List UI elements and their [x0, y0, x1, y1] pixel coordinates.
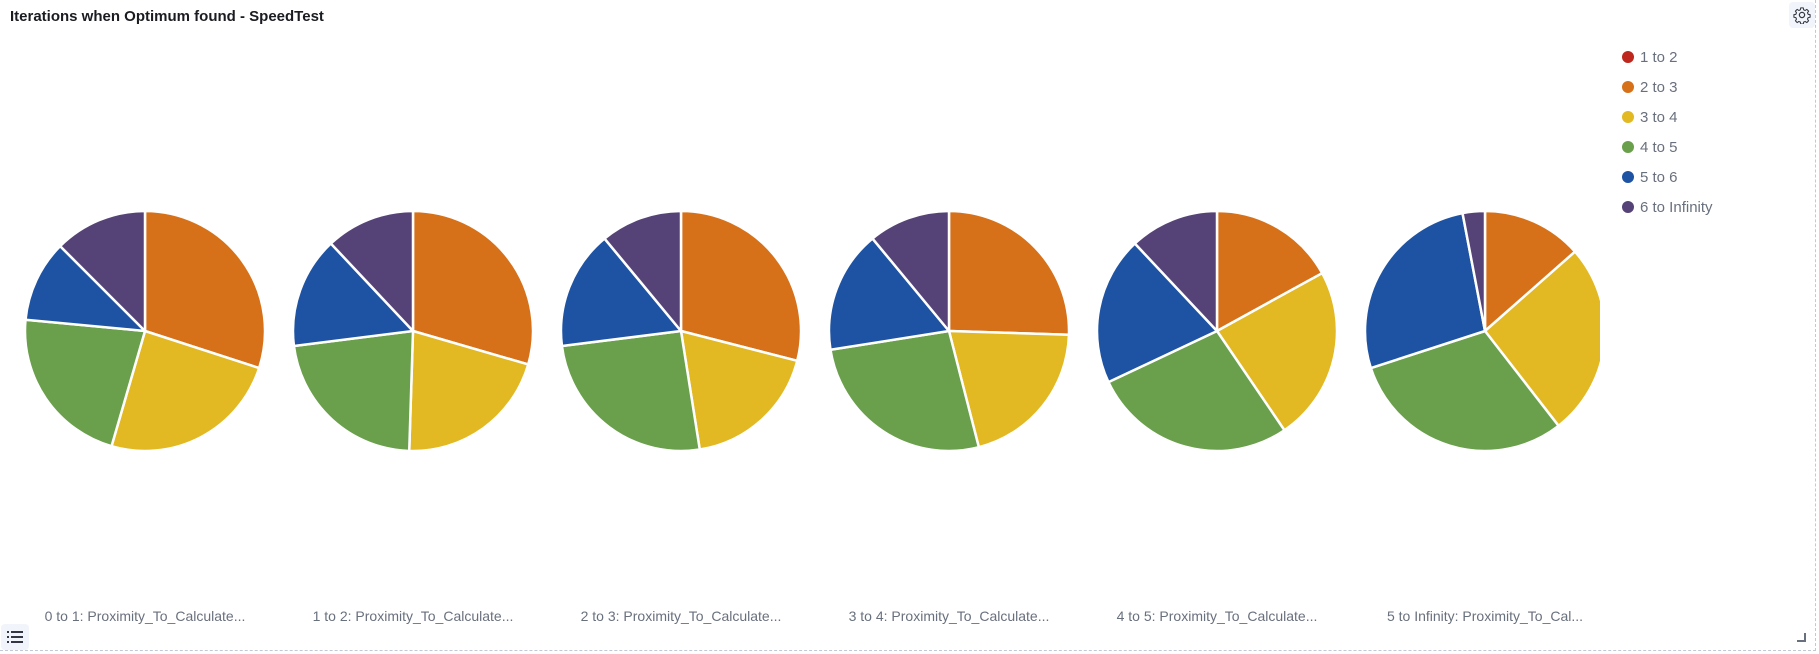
pie-6	[1363, 209, 1600, 453]
legend-item[interactable]: 2 to 3	[1622, 72, 1713, 102]
pie-1-slice-3-to-4[interactable]	[110, 329, 261, 453]
gear-icon[interactable]	[1789, 2, 1815, 28]
pie-3-slice-6-to-infinity[interactable]	[603, 209, 683, 333]
pie-6-slice-5-to-6[interactable]	[1363, 211, 1487, 370]
legend-item[interactable]: 4 to 5	[1622, 132, 1713, 162]
pie-1-label: 0 to 1: Proximity_To_Calculate...	[44, 608, 246, 624]
pie-6-slice-2-to-3[interactable]	[1483, 209, 1577, 333]
pie-3-slice-2-to-3[interactable]	[679, 209, 803, 363]
legend-label: 6 to Infinity	[1640, 198, 1713, 216]
pie-1-slice-2-to-3[interactable]	[143, 209, 267, 370]
pie-2-slice-6-to-infinity[interactable]	[329, 209, 415, 333]
legend-swatch	[1622, 111, 1634, 123]
pie-2-label: 1 to 2: Proximity_To_Calculate...	[312, 608, 514, 624]
pie-2-slice-4-to-5[interactable]	[292, 329, 415, 453]
pie-3	[559, 209, 803, 453]
pie-2-slice-2-to-3[interactable]	[411, 209, 535, 366]
pie-1	[23, 209, 267, 453]
legend-label: 2 to 3	[1640, 78, 1678, 96]
pie-3-slice-3-to-4[interactable]	[679, 329, 799, 451]
pie-6-label: 5 to Infinity: Proximity_To_Cal...	[1386, 608, 1584, 624]
pie-4-slice-2-to-3[interactable]	[947, 209, 1071, 337]
pie-4	[827, 209, 1071, 453]
pie-1-slice-6-to-infinity[interactable]	[58, 209, 147, 333]
pie-2	[291, 209, 535, 453]
pie-5-slice-6-to-infinity[interactable]	[1133, 209, 1219, 333]
pie-1-slice-5-to-6[interactable]	[24, 244, 147, 333]
legend-item[interactable]: 3 to 4	[1622, 102, 1713, 132]
pie-5	[1095, 209, 1339, 453]
legend-item[interactable]: 5 to 6	[1622, 162, 1713, 192]
pie-2-slice-3-to-4[interactable]	[407, 329, 530, 453]
pie-6-slice-3-to-4[interactable]	[1483, 250, 1600, 428]
pie-6-slice-4-to-5[interactable]	[1369, 329, 1560, 453]
legend-label: 3 to 4	[1640, 108, 1678, 126]
resize-handle-icon[interactable]	[1797, 633, 1806, 642]
pie-4-slice-5-to-6[interactable]	[827, 237, 951, 352]
pie-4-slice-4-to-5[interactable]	[829, 329, 981, 453]
pie-4-slice-6-to-infinity[interactable]	[871, 209, 951, 333]
legend-swatch	[1622, 171, 1634, 183]
pie-5-slice-3-to-4[interactable]	[1215, 271, 1339, 432]
list-icon-glyph	[7, 631, 23, 643]
pie-3-slice-5-to-6[interactable]	[559, 237, 683, 348]
pie-5-label: 4 to 5: Proximity_To_Calculate...	[1116, 608, 1318, 624]
pie-5-slice-4-to-5[interactable]	[1107, 329, 1286, 453]
legend-label: 5 to 6	[1640, 168, 1678, 186]
gear-icon-glyph	[1793, 7, 1811, 24]
pie-1-slice-4-to-5[interactable]	[23, 318, 147, 448]
pie-charts	[23, 209, 1600, 453]
pie-4-slice-3-to-4[interactable]	[947, 329, 1071, 449]
legend-item[interactable]: 1 to 2	[1622, 42, 1713, 72]
legend-swatch	[1622, 51, 1634, 63]
pie-6-slice-6-to-infinity[interactable]	[1461, 209, 1487, 333]
pie-5-slice-2-to-3[interactable]	[1215, 209, 1324, 333]
pie-2-slice-5-to-6[interactable]	[291, 242, 415, 348]
panel-title: Iterations when Optimum found - SpeedTes…	[10, 8, 324, 25]
legend-swatch	[1622, 81, 1634, 93]
chart-legend: 1 to 2 2 to 3 3 to 4 4 to 5 5 to 6 6 to Infin…	[1622, 42, 1713, 222]
legend-swatch	[1622, 201, 1634, 213]
pie-3-slice-4-to-5[interactable]	[560, 329, 702, 453]
legend-swatch	[1622, 141, 1634, 153]
list-icon[interactable]	[1, 624, 29, 650]
pie-4-label: 3 to 4: Proximity_To_Calculate...	[848, 608, 1050, 624]
legend-label: 4 to 5	[1640, 138, 1678, 156]
pie-3-label: 2 to 3: Proximity_To_Calculate...	[580, 608, 782, 624]
legend-label: 1 to 2	[1640, 48, 1678, 66]
pie-5-slice-5-to-6[interactable]	[1095, 242, 1219, 384]
legend-item[interactable]: 6 to Infinity	[1622, 192, 1713, 222]
